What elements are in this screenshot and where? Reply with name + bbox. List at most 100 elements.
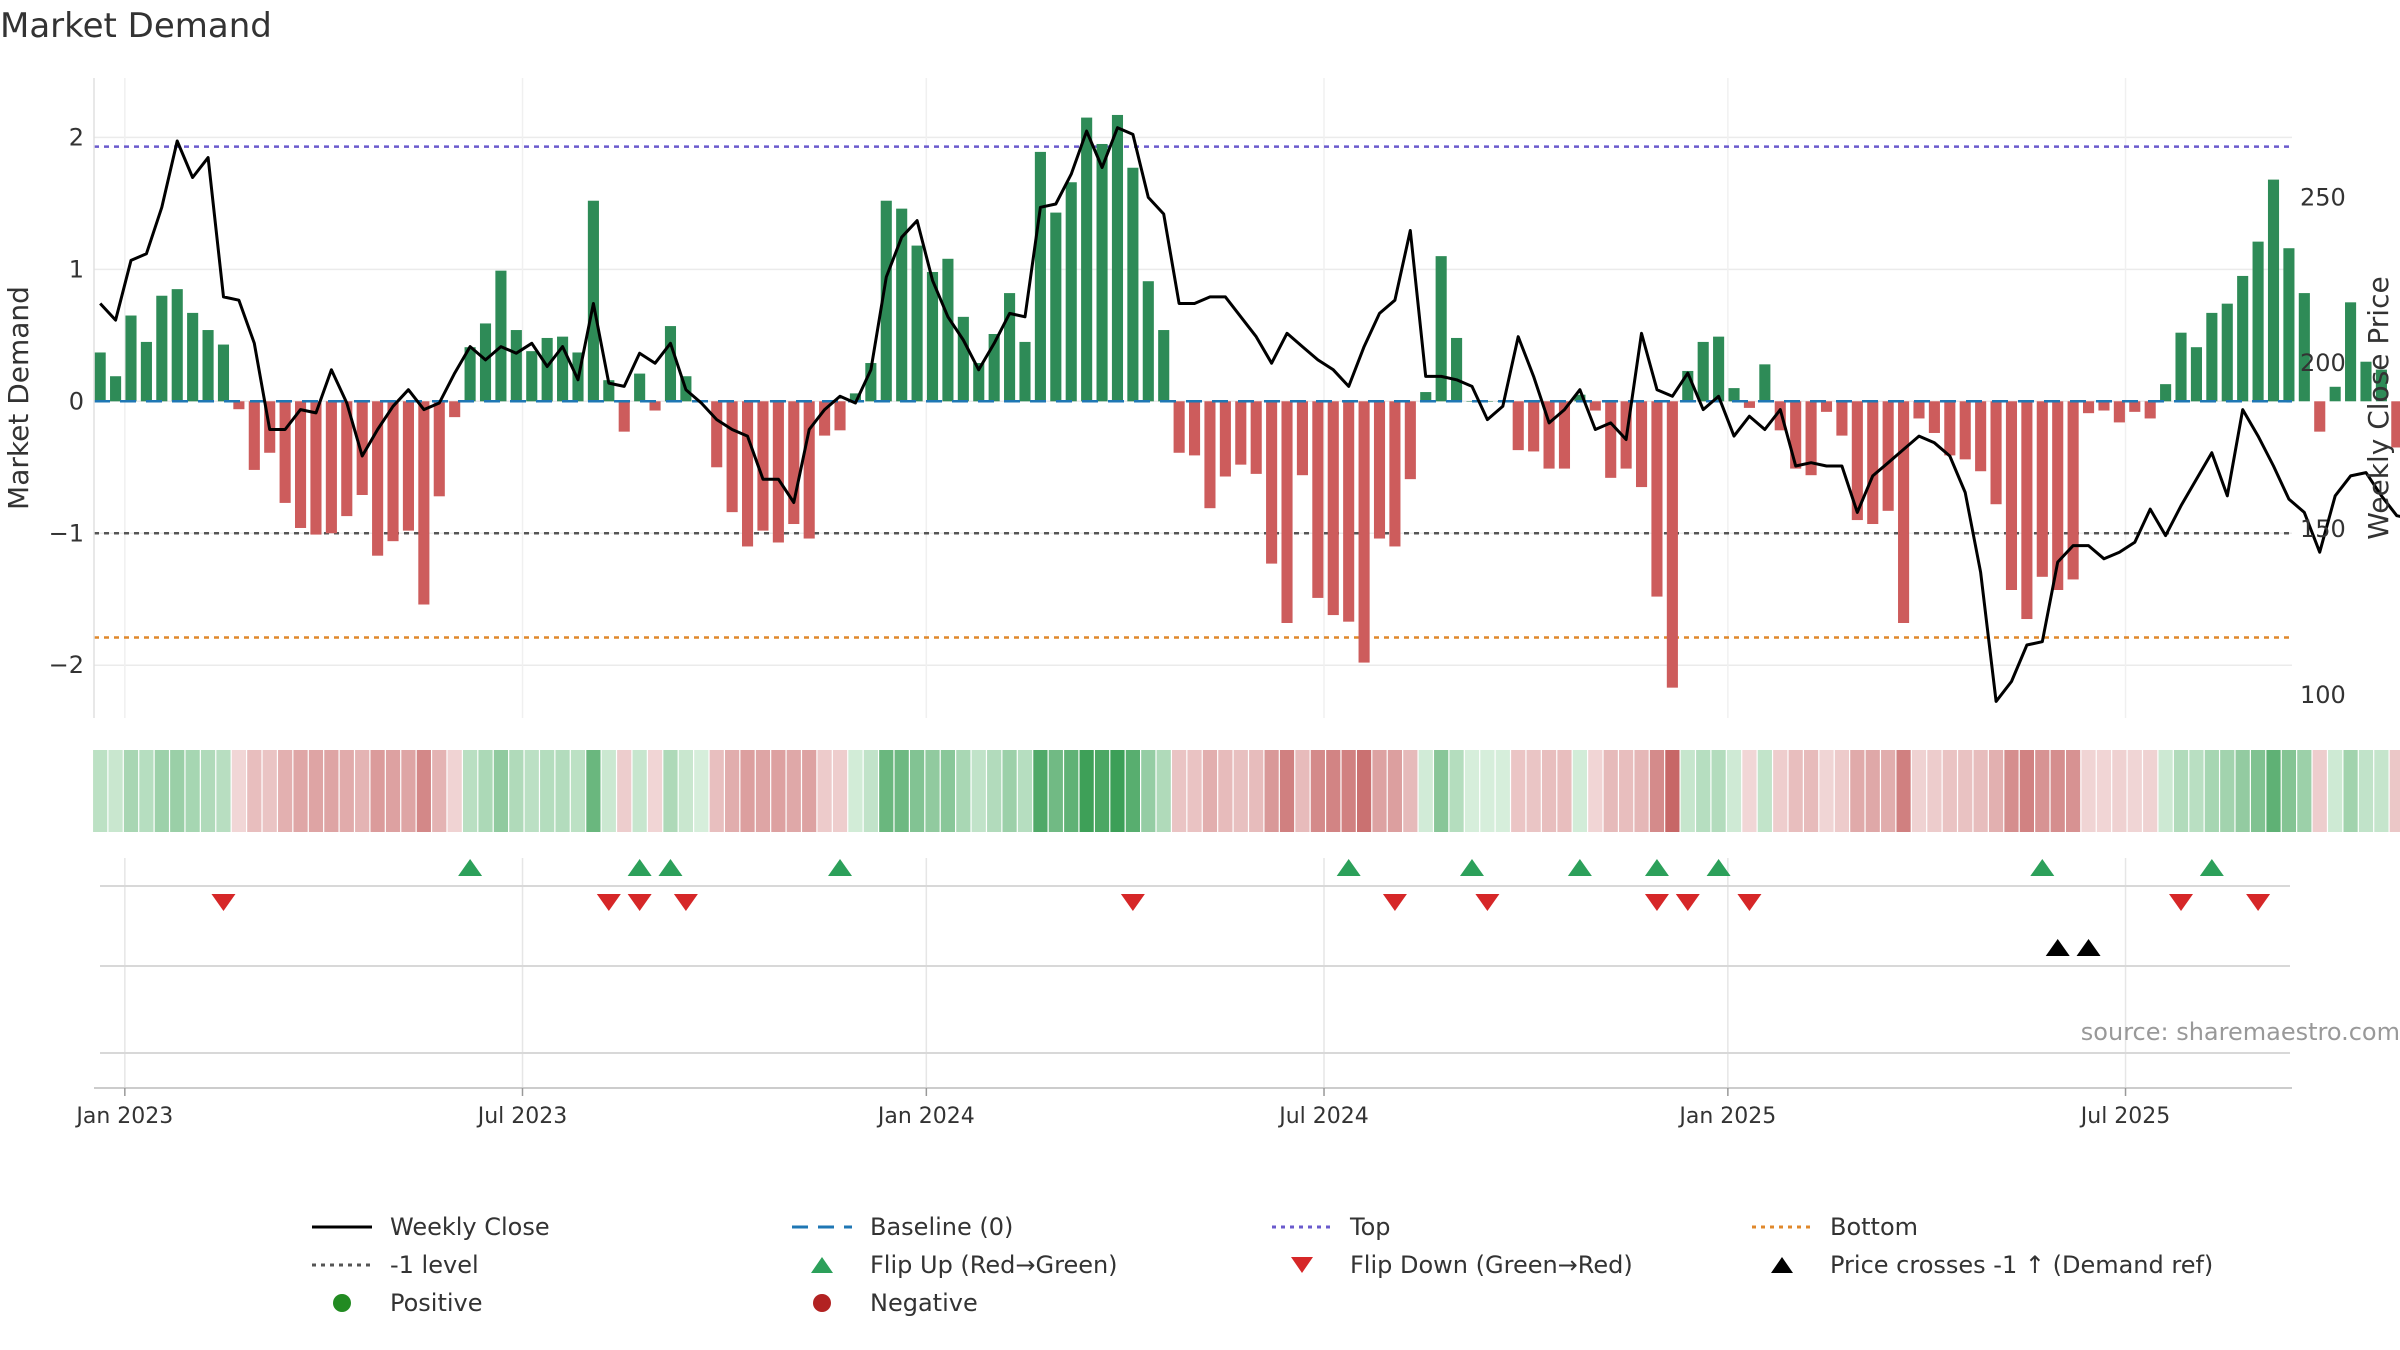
demand-bar [2252,241,2264,402]
y-tick-label: −1 [49,519,84,547]
heat-strip-cell [1372,750,1387,832]
demand-bar [1081,117,1093,402]
demand-bar [1451,337,1463,402]
y-axis-label: Market Demand [2,286,35,510]
demand-bar [495,270,507,402]
demand-bar [711,401,723,468]
heat-strip-cell [2389,750,2400,832]
demand-bar [1713,336,1725,402]
demand-bar [2206,312,2218,402]
demand-bar [1697,341,1709,402]
demand-bar [1836,401,1848,436]
demand-bar [187,312,199,402]
heat-strip-cell [894,750,909,832]
heat-strip-cell [1541,750,1557,832]
heat-strip-cell [1773,750,1788,832]
legend-label: Baseline (0) [870,1213,1014,1241]
heat-strip-cell [1881,750,1896,832]
demand-bar [1728,388,1740,402]
flip-down-marker [1644,894,1669,911]
heat-strip-cell [478,750,493,832]
x-tick-label: Jul 2025 [2079,1104,2171,1129]
demand-bar [557,336,569,402]
flip-up-marker [1336,859,1361,876]
demand-bar [2329,386,2341,402]
heat-strip-cell [1649,750,1665,832]
heat-strip-cell [1988,750,2004,832]
demand-bar [1158,330,1170,402]
demand-bar [310,401,322,535]
flip-up-marker [627,859,652,876]
flip-down-marker [2169,894,2194,911]
demand-bar [2144,401,2156,419]
heat-strip-cell [1202,750,1218,832]
heat-strip-cell [108,750,123,832]
heat-strip-cell [1927,750,1942,832]
demand-bar [1589,401,1601,411]
heat-strip-cell [355,750,370,832]
demand-bar [1913,401,1925,419]
heat-strip-cell [216,750,231,832]
heat-strip-cell [1403,750,1418,832]
legend-label: Top [1350,1213,1391,1241]
flip-up-marker [1459,859,1484,876]
demand-bar [741,401,754,547]
heat-strip-cell [1665,750,1680,832]
demand-bar [1528,401,1540,452]
x-tick-label: Jan 2025 [1677,1104,1776,1129]
demand-bar [618,401,630,432]
legend-label: Flip Down (Green→Red) [1350,1251,1633,1279]
demand-bar [2175,332,2187,402]
dotted-line-icon [1272,1225,1332,1229]
heat-strip-cell [2235,750,2250,832]
heat-strip-cell [956,750,971,832]
demand-bar [896,208,908,402]
demand-bar [1343,401,1355,622]
flip-up-marker [1567,859,1592,876]
demand-bar [603,380,615,402]
demand-bar [2298,293,2310,402]
heat-strip-cell [1819,750,1834,832]
triangle-up-icon [811,1257,833,1273]
heat-strip-cell [555,750,570,832]
circle-icon [813,1294,831,1312]
flip-down-marker [1675,894,1700,911]
axes: 2 1 0 −1 −2 Market Demand 250 200 150 100 Weekly C… [2,78,2395,718]
heat-strip-cell [93,750,108,832]
demand-bar [1651,401,1663,597]
heat-strip-cell [1233,750,1248,832]
y2-tick-label: 200 [2300,349,2346,377]
heat-strip-cell [462,750,478,832]
heat-strip-cell [1803,750,1819,832]
demand-bar [156,295,168,402]
legend-item-weekly-close: Weekly Close [312,1213,550,1241]
demand-bar [1682,370,1694,402]
heat-strip-cell [832,750,848,832]
demand-bar [1435,256,1447,402]
heat-strip-cell [1141,750,1156,832]
price-cross-marker [2045,939,2070,956]
demand-bar [911,245,923,402]
x-tick-label: Jan 2023 [74,1104,173,1129]
heat-strip-cell [601,750,616,832]
demand-bar [2129,401,2141,412]
flip-up-marker [2030,859,2055,876]
heat-strip-cell [1387,750,1403,832]
heat-strip-cell [1341,750,1356,832]
heat-strip-cell [2096,750,2112,832]
flip-up-marker [1644,859,1669,876]
demand-bar [2267,179,2280,402]
y2-tick-label: 100 [2300,681,2346,709]
demand-bar [1266,401,1278,564]
demand-bar [1142,281,1154,402]
heat-strip-cell [586,750,601,832]
demand-bar [356,401,368,495]
demand-bar [1605,401,1617,478]
legend-item-negative: Negative [792,1289,978,1317]
demand-bar [1296,401,1308,476]
chart-canvas: 2 1 0 −1 −2 Market Demand 250 200 150 100 Weekly C… [2,78,2400,1129]
heat-strip-cell [1249,750,1264,832]
heat-strip-cell [2374,750,2389,832]
circle-icon [333,1294,351,1312]
x-tick-label: Jul 2023 [476,1104,568,1129]
